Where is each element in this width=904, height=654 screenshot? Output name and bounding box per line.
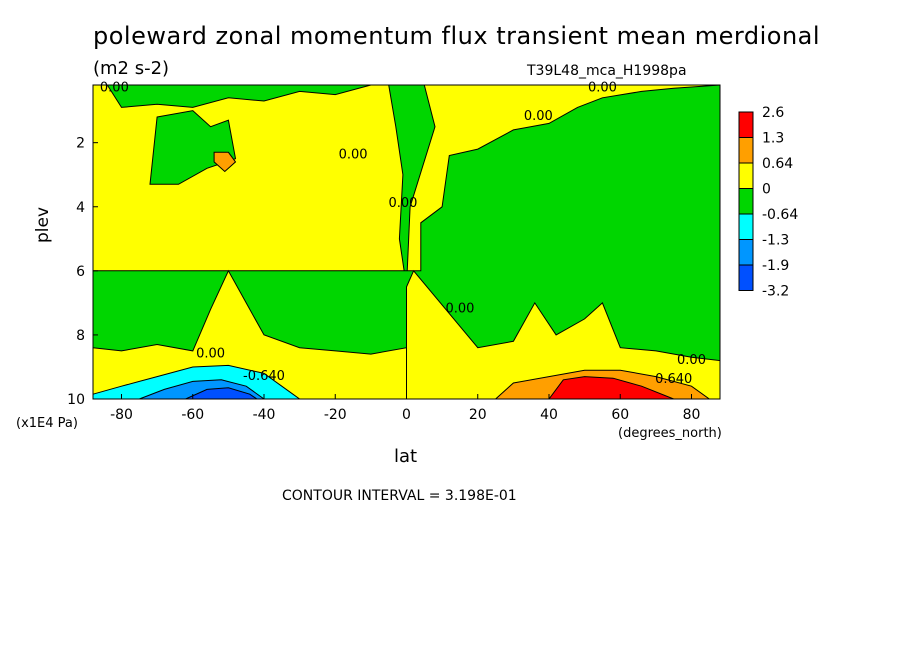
colorbar-label: -1.3 <box>762 233 789 249</box>
contour-interval-note: CONTOUR INTERVAL = 3.198E-01 <box>282 488 517 504</box>
region-1 <box>93 84 372 108</box>
contour-label: 0.00 <box>196 346 225 361</box>
contour-label: 0.00 <box>524 109 553 124</box>
colorbar-label: -0.64 <box>762 207 798 223</box>
y-tick-label: 2 <box>76 136 85 152</box>
region-5 <box>213 151 237 173</box>
x-tick-label: 80 <box>683 407 701 423</box>
y-tick-label: 10 <box>67 392 85 408</box>
colorbar-label: 0 <box>762 182 771 198</box>
x-tick-label: 20 <box>469 407 487 423</box>
y-tick-label: 4 <box>76 200 85 216</box>
contour-label: 0.00 <box>588 80 617 95</box>
y-tick-label: 6 <box>76 264 85 280</box>
colorbar-label: -3.2 <box>762 284 789 300</box>
colorbar-swatch <box>738 239 754 266</box>
y-tick-label: 8 <box>76 328 85 344</box>
x-tick-label: -40 <box>253 407 276 423</box>
x-tick-label: -80 <box>110 407 133 423</box>
x-axis-units: (degrees_north) <box>618 426 722 441</box>
x-tick-label: 0 <box>402 407 411 423</box>
region-3 <box>149 110 237 185</box>
colorbar-swatch <box>738 162 754 189</box>
contour-label: 0.00 <box>339 148 368 163</box>
colorbar-label: 1.3 <box>762 131 784 147</box>
x-tick-label: 40 <box>540 407 558 423</box>
colorbar-label: 2.6 <box>762 105 784 121</box>
colorbar-swatch <box>738 137 754 164</box>
colorbar-label: 0.64 <box>762 156 793 172</box>
colorbar-swatch <box>738 111 754 138</box>
x-tick-label: -20 <box>324 407 347 423</box>
x-tick-label: -60 <box>181 407 204 423</box>
colorbar-swatch <box>738 213 754 240</box>
colorbar-swatch <box>738 264 754 291</box>
y-axis-units: (x1E4 Pa) <box>16 416 78 431</box>
chart-units: (m2 s-2) <box>93 58 170 79</box>
contour-label: 0.00 <box>100 80 129 95</box>
contour-label: -0.640 <box>243 369 285 384</box>
colorbar-label: -1.9 <box>762 258 789 274</box>
run-id: T39L48_mca_H1998pa <box>527 63 687 79</box>
region-4 <box>92 84 721 362</box>
x-tick-label: 60 <box>611 407 629 423</box>
contour-label: 0.640 <box>655 372 692 387</box>
x-axis-label: lat <box>394 446 418 467</box>
contour-label: 0.00 <box>677 353 706 368</box>
contour-label: 0.00 <box>388 196 417 211</box>
contour-label: 0.00 <box>445 301 474 316</box>
chart-title: poleward zonal momentum flux transient m… <box>93 22 821 50</box>
colorbar-swatch <box>738 188 754 215</box>
